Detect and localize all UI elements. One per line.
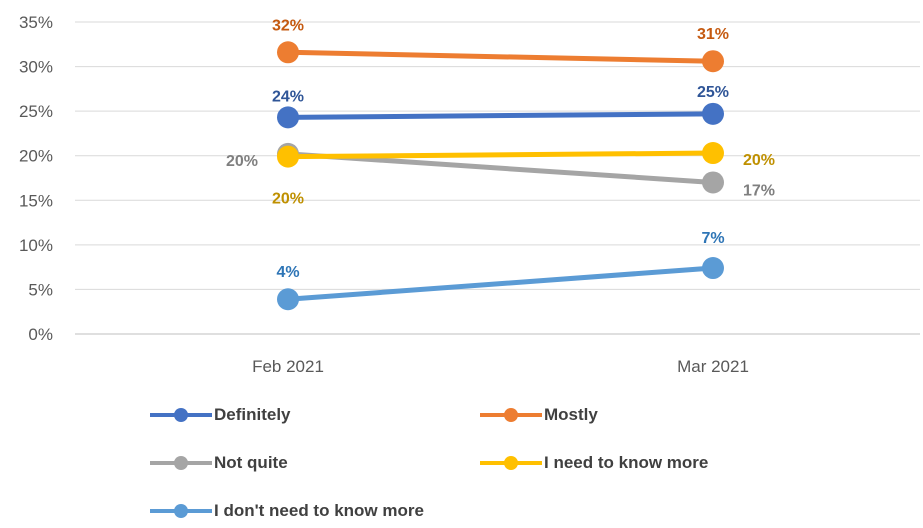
x-tick-label: Feb 2021 — [252, 357, 324, 376]
legend-swatch-marker — [174, 456, 188, 470]
y-tick-label: 30% — [19, 58, 53, 77]
data-label: 20% — [272, 191, 304, 208]
legend-label: Definitely — [214, 405, 291, 424]
legend-label: I need to know more — [544, 453, 709, 472]
x-tick-label: Mar 2021 — [677, 357, 749, 376]
y-tick-label: 10% — [19, 236, 53, 255]
data-point — [277, 41, 299, 64]
line-chart: 0%5%10%15%20%25%30%35% Feb 2021 Mar 2021 … — [19, 13, 920, 376]
legend-item: Mostly — [480, 398, 810, 432]
series-line — [285, 49, 716, 64]
series-points — [277, 41, 724, 311]
x-axis-ticks: Feb 2021 Mar 2021 — [252, 357, 749, 376]
series-line — [285, 150, 716, 160]
series-line — [285, 151, 716, 185]
legend-label: Not quite — [214, 453, 288, 472]
legend-swatch — [480, 405, 542, 425]
data-label: 4% — [276, 264, 299, 281]
y-tick-label: 35% — [19, 13, 53, 32]
data-label: 31% — [697, 26, 729, 43]
y-tick-label: 25% — [19, 102, 53, 121]
data-label: 32% — [272, 17, 304, 34]
y-tick-label: 15% — [19, 191, 53, 210]
data-label: 20% — [743, 152, 775, 169]
legend-swatch-marker — [504, 408, 518, 422]
data-label: 17% — [743, 182, 775, 199]
legend-item: Not quite — [150, 446, 480, 480]
legend-swatch-marker — [174, 408, 188, 422]
y-tick-label: 5% — [28, 280, 53, 299]
legend: Definitely Mostly Not quite I need to know … — [150, 398, 850, 528]
legend-item: I don't need to know more — [150, 494, 480, 528]
series-line — [285, 265, 716, 302]
data-point — [702, 102, 724, 125]
legend-swatch — [150, 501, 212, 521]
legend-item: I need to know more — [480, 446, 810, 480]
legend-label: I don't need to know more — [214, 501, 424, 520]
y-tick-label: 20% — [19, 147, 53, 166]
data-label: 20% — [226, 153, 258, 170]
y-tick-label: 0% — [28, 325, 53, 344]
legend-swatch — [150, 405, 212, 425]
legend-swatch-marker — [174, 504, 188, 518]
legend-label: Mostly — [544, 405, 598, 424]
data-point — [702, 50, 724, 73]
data-label: 24% — [272, 88, 304, 105]
data-labels: 24% 25% 32% 31% 20% 17% 20% 20% 4% 7% — [226, 17, 775, 281]
legend-swatch — [150, 453, 212, 473]
data-point — [277, 288, 299, 311]
gridlines — [75, 21, 920, 335]
data-point — [702, 257, 724, 280]
legend-item: Definitely — [150, 398, 480, 432]
legend-swatch — [480, 453, 542, 473]
data-label: 25% — [697, 84, 729, 101]
data-point — [277, 145, 299, 168]
legend-swatch-marker — [504, 456, 518, 470]
y-axis-ticks: 0% 5% 10% 15% 20% 25% 30% 35% — [19, 13, 53, 344]
data-label: 7% — [701, 230, 724, 247]
data-point — [702, 171, 724, 194]
data-point — [277, 106, 299, 129]
series-lines — [285, 49, 716, 302]
data-point — [702, 142, 724, 165]
series-line — [285, 111, 716, 120]
